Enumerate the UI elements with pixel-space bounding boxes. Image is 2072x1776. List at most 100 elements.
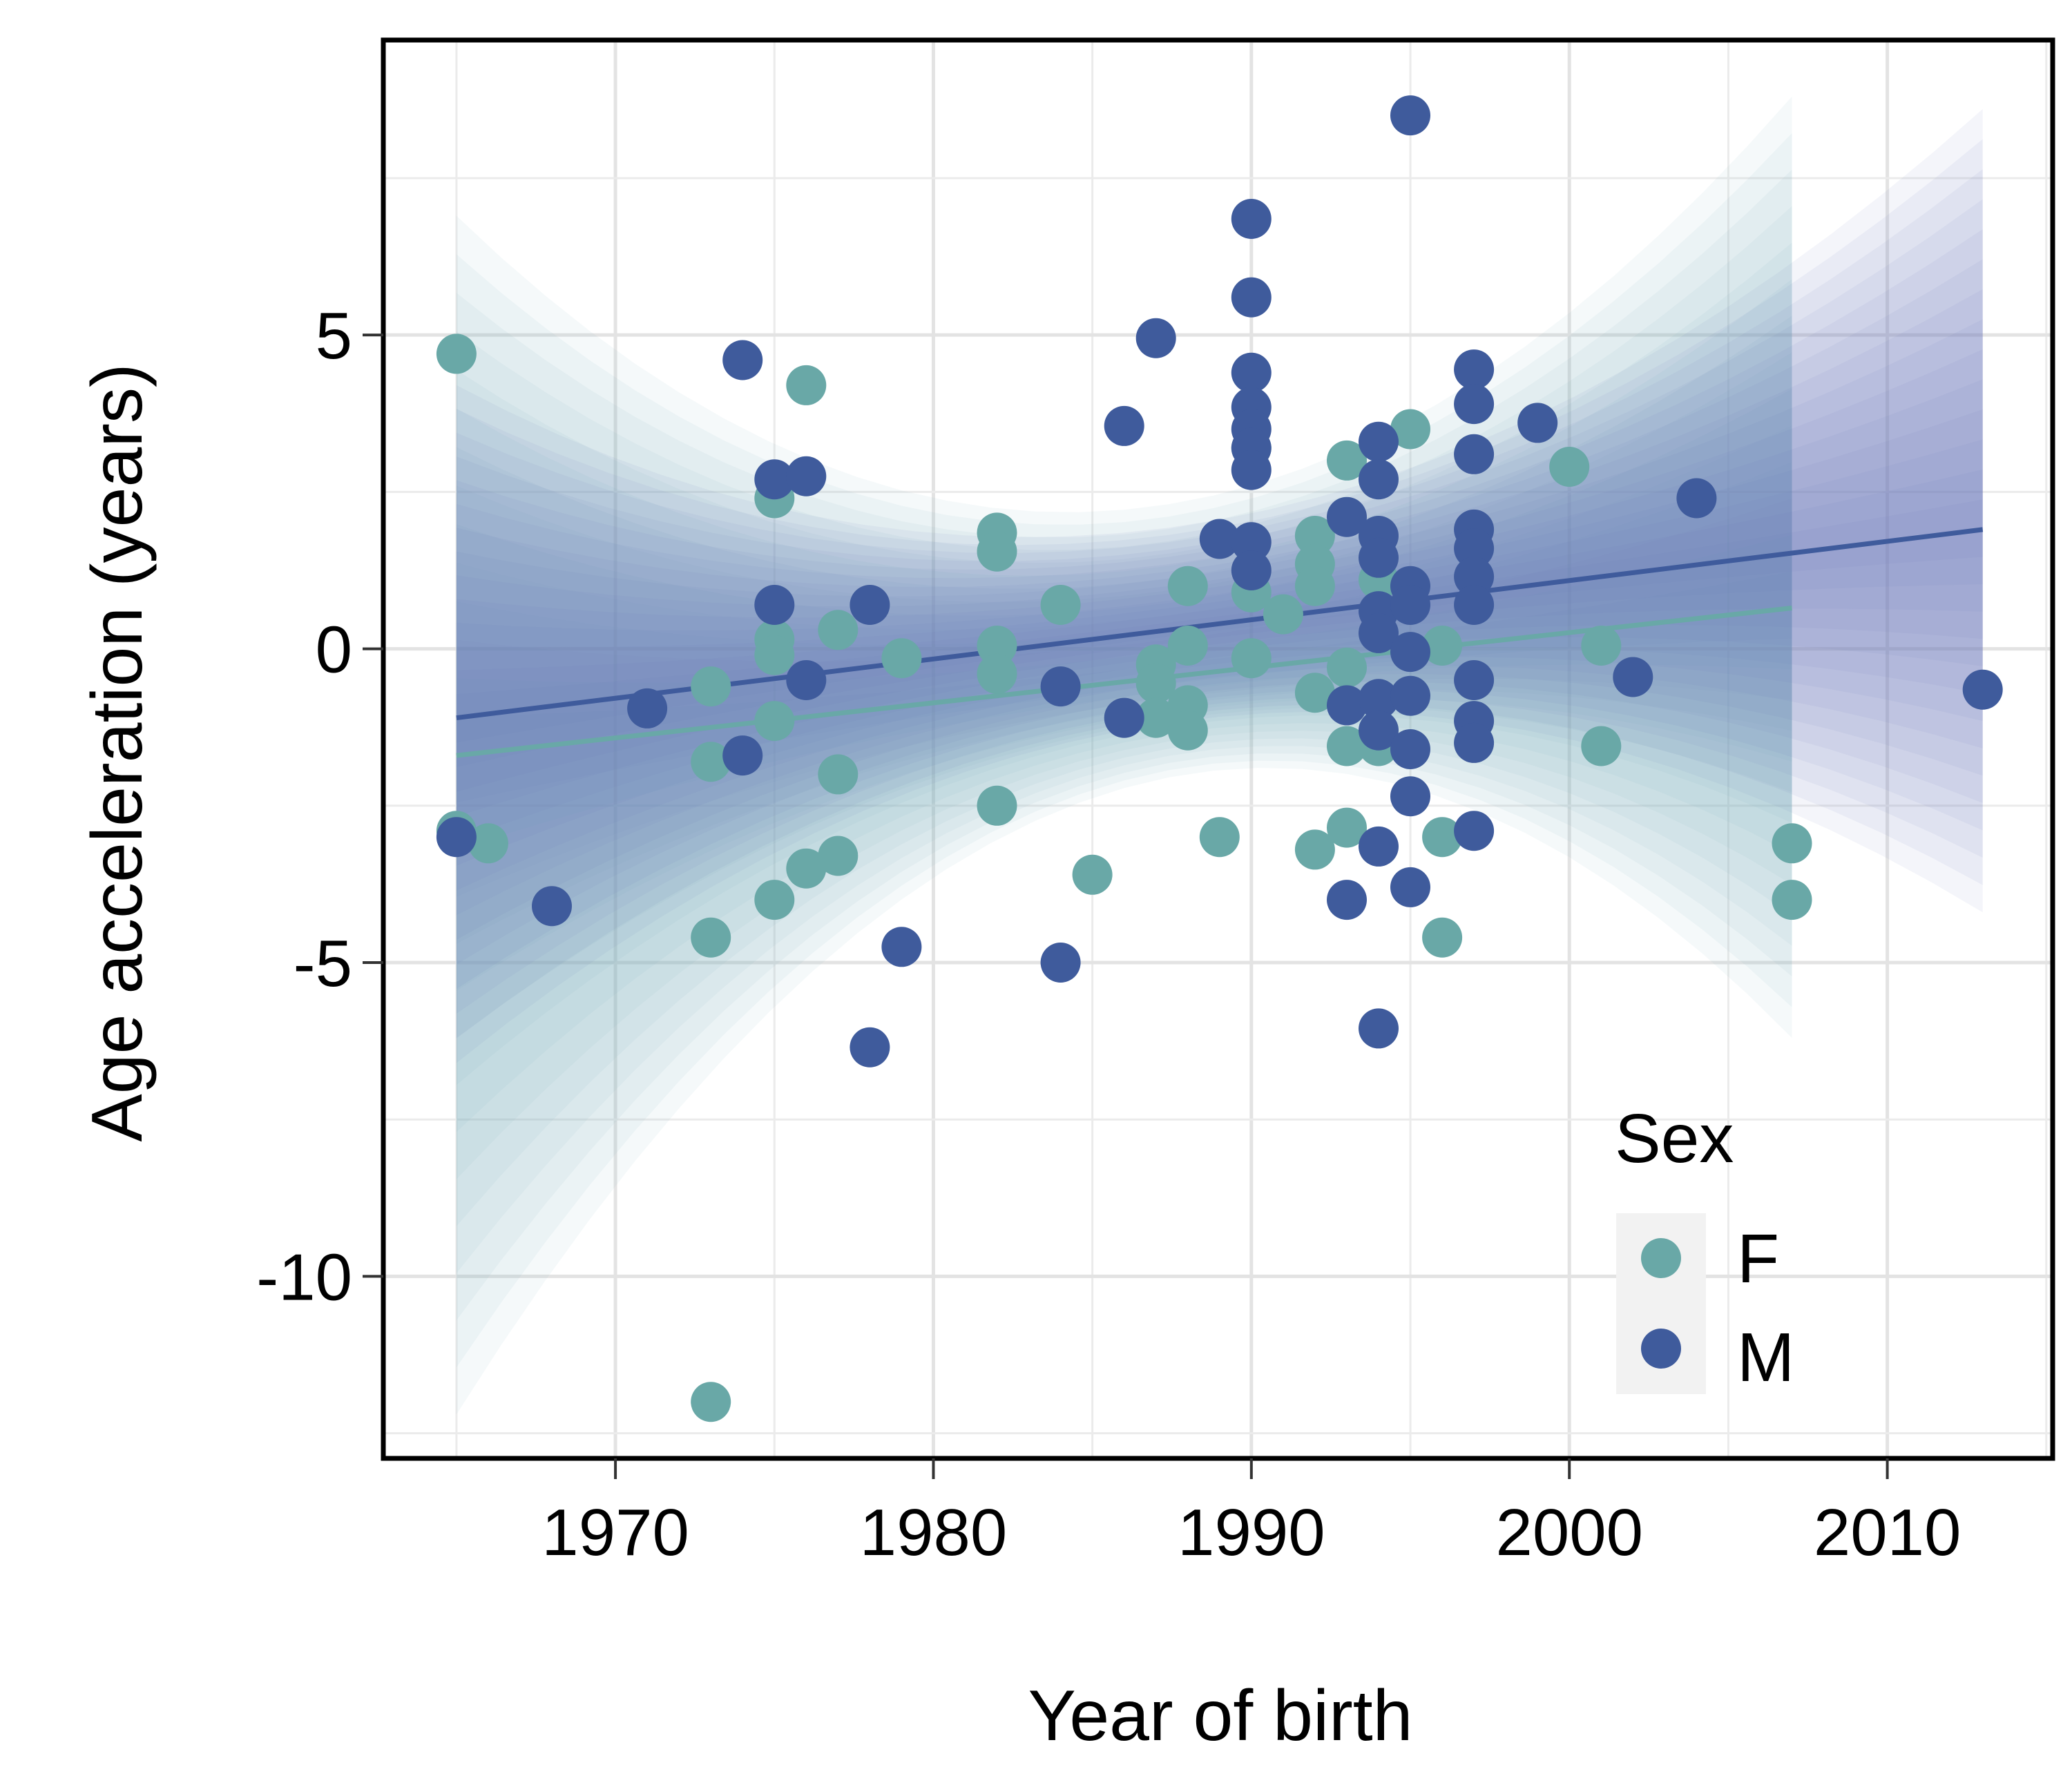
point-m (1390, 585, 1430, 625)
point-m (786, 660, 827, 700)
point-m (722, 735, 763, 776)
band-layer-m (456, 169, 1983, 1014)
point-f (1199, 817, 1240, 858)
point-f (1422, 626, 1463, 666)
y-tick-label: -5 (294, 927, 352, 1001)
point-m (1359, 459, 1399, 500)
band-layer-f (456, 206, 1792, 1273)
point-m (1390, 776, 1430, 817)
point-f (1581, 726, 1622, 766)
legend: Sex F M (1615, 1100, 1794, 1396)
point-f (1772, 823, 1812, 864)
point-m (1135, 318, 1176, 358)
point-m (1199, 519, 1240, 559)
point-f (754, 701, 795, 742)
point-m (1454, 434, 1495, 474)
point-m (754, 459, 795, 500)
point-m (1962, 669, 2003, 710)
band-layer-m (456, 499, 1983, 743)
point-m (1231, 277, 1272, 318)
point-f (1327, 807, 1367, 848)
point-m (1454, 722, 1495, 763)
band-layer-m (456, 109, 1983, 1063)
point-f (1294, 829, 1335, 870)
point-f (691, 917, 731, 958)
point-f (977, 626, 1017, 666)
point-f (691, 742, 731, 782)
y-tick-label: -10 (256, 1240, 352, 1314)
point-m (627, 688, 668, 728)
band-layer-m (456, 139, 1983, 1039)
point-f (1040, 585, 1081, 625)
point-f (977, 785, 1017, 826)
point-f (691, 666, 731, 707)
point-m (1040, 666, 1081, 707)
point-m (754, 585, 795, 625)
point-m (1327, 496, 1367, 537)
point-m (1390, 729, 1430, 769)
y-tick-label: 5 (316, 299, 352, 373)
point-m (1390, 675, 1430, 716)
point-m (1231, 352, 1272, 393)
point-f (691, 1382, 731, 1422)
point-f (818, 836, 858, 876)
point-f (786, 365, 827, 405)
point-m (1613, 657, 1653, 697)
point-f (1294, 566, 1335, 606)
panel-border (381, 37, 2055, 1461)
x-tick-label: 1980 (860, 1496, 1008, 1570)
point-m (1454, 557, 1495, 597)
legend-label-f: F (1737, 1220, 1779, 1297)
x-tick-label: 2000 (1495, 1496, 1643, 1570)
data-points (436, 95, 2003, 1422)
point-m (1231, 450, 1272, 490)
point-f (1549, 447, 1590, 487)
point-m (1104, 405, 1144, 446)
point-m (1359, 710, 1399, 751)
point-m (850, 585, 890, 625)
point-f (1581, 626, 1622, 666)
point-m (1454, 811, 1495, 851)
point-f (1422, 817, 1463, 858)
point-m (1454, 528, 1495, 569)
point-f (881, 638, 922, 679)
band-layer-m (456, 349, 1983, 866)
band-layer-m (456, 379, 1983, 842)
point-m (1454, 384, 1495, 425)
point-m (1517, 403, 1558, 443)
x-tick-label: 2010 (1814, 1496, 1961, 1570)
point-m (850, 1027, 890, 1068)
point-f (1167, 566, 1208, 606)
legend-key-f (1641, 1238, 1681, 1278)
legend-label-m: M (1737, 1319, 1794, 1396)
point-m (1327, 880, 1367, 920)
panel-background (383, 40, 2053, 1458)
band-layer-f (456, 571, 1792, 803)
y-tick-label: 0 (316, 613, 352, 687)
fit-line-f (456, 606, 1792, 758)
point-f (1327, 726, 1367, 766)
point-m (722, 340, 763, 380)
point-f (754, 635, 795, 675)
band-layer-m (456, 229, 1983, 965)
band-layer-m (456, 289, 1983, 916)
point-m (1231, 199, 1272, 239)
point-f (818, 754, 858, 795)
point-f (977, 653, 1017, 694)
point-m (1359, 826, 1399, 867)
point-f (1135, 663, 1176, 704)
point-m (1231, 550, 1272, 590)
point-m (1040, 943, 1081, 983)
gridlines (383, 40, 2053, 1458)
legend-key-m (1641, 1329, 1681, 1369)
band-layer-f (456, 133, 1792, 1368)
point-f (1772, 880, 1812, 920)
point-f (1263, 594, 1303, 635)
band-layer-f (456, 96, 1792, 1415)
point-m (1231, 522, 1272, 563)
band-layer-m (456, 409, 1983, 817)
point-f (754, 880, 795, 920)
x-tick-label: 1990 (1178, 1496, 1325, 1570)
point-m (1390, 632, 1430, 673)
